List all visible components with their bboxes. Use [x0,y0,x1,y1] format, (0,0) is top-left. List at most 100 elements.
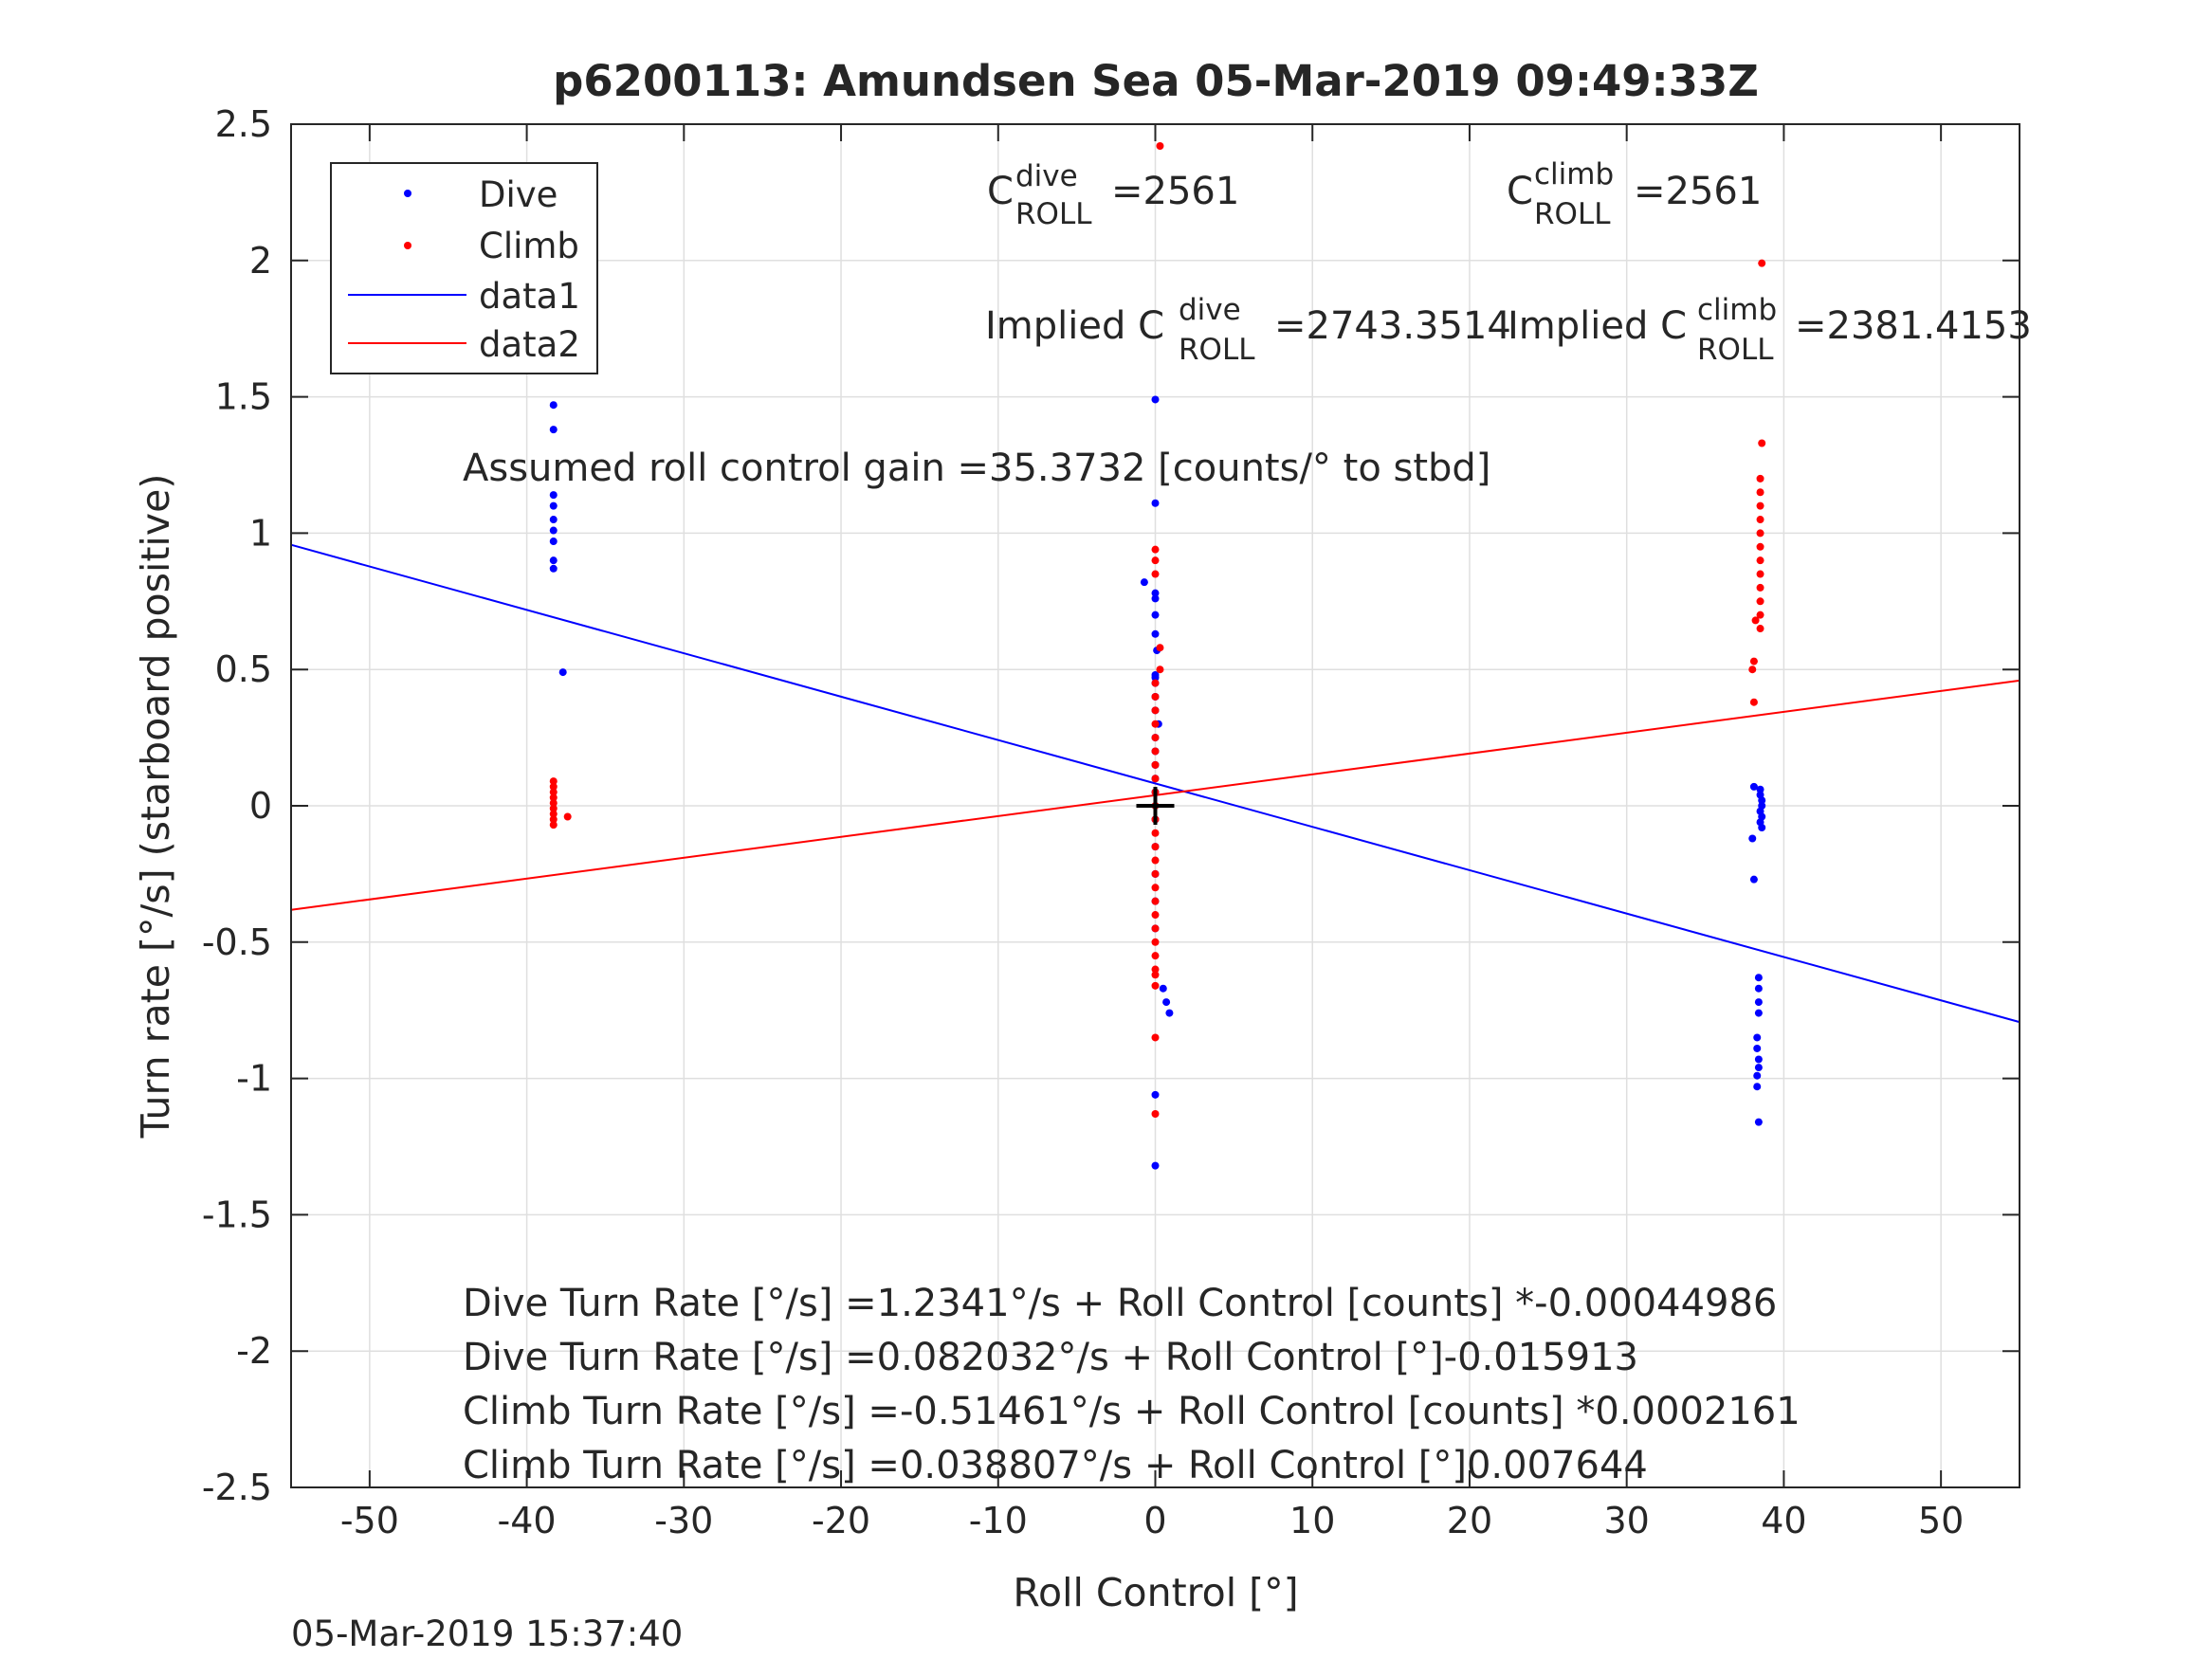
dive-point [1756,785,1764,793]
y-tick-label: -2.5 [202,1467,272,1508]
climb-point [1758,439,1766,447]
implied-c-dive-annotation: Implied C dive ROLL =2743.3514 [985,293,1511,367]
dive-point [549,401,558,410]
chart-title: p6200113: Amundsen Sea 05-Mar-2019 09:49… [553,56,1759,106]
dive-point [1165,1009,1174,1017]
x-tick-label: 10 [1289,1500,1335,1541]
dive-point [1159,984,1167,993]
c-climb-value: =2561 [1634,170,1762,213]
climb-point [1151,952,1160,960]
climb-point [1756,597,1764,606]
x-tick-label: 30 [1604,1500,1650,1541]
implied-climb-sup: climb [1697,293,1777,327]
dive-point [1754,1009,1763,1017]
climb-point [1151,747,1160,756]
implied-c-climb-annotation: Implied C climb ROLL =2381.4153 [1508,293,2032,367]
legend-dive-marker [404,190,411,197]
x-tick-label: -30 [654,1500,713,1541]
climb-point [1151,570,1160,578]
climb-point [1748,665,1757,674]
equation-dive-degrees: Dive Turn Rate [°/s] =0.082032°/s + Roll… [463,1336,1638,1379]
dive-point [1749,875,1758,884]
climb-point [1151,965,1160,974]
dive-point [549,538,558,546]
climb-point [1151,706,1160,715]
dive-point [558,668,567,677]
climb-point [1151,545,1160,554]
climb-point [549,815,558,824]
x-tick-label: 50 [1918,1500,1964,1541]
climb-point [549,804,558,812]
climb-point [1151,829,1160,837]
climb-point [549,810,558,818]
dive-point [549,501,558,510]
climb-point [1756,516,1764,524]
climb-point [1756,583,1764,592]
y-tick-label: 0.5 [215,648,272,690]
y-tick-label: 2 [249,240,272,282]
dive-point [1758,824,1766,832]
climb-point [563,812,572,821]
climb-point [1749,657,1758,665]
dive-point [1754,1118,1763,1126]
dive-point [1140,578,1148,587]
climb-point [1749,698,1758,706]
implied-climb-sub: ROLL [1697,333,1774,367]
gain-annotation: Assumed roll control gain =35.3732 [coun… [463,447,1490,490]
climb-point [1151,734,1160,742]
climb-point [1151,760,1160,769]
dive-point [1151,499,1160,507]
implied-dive-sup: dive [1179,293,1241,327]
y-tick-label: -2 [236,1330,272,1372]
climb-point [1156,665,1164,674]
climb-point [1151,981,1160,990]
dive-point [1151,1161,1160,1170]
climb-point [1756,625,1764,633]
climb-point [1756,570,1764,578]
plot-area [290,142,2020,1170]
c-dive-sub: ROLL [1015,197,1092,231]
c-dive-sup: dive [1015,159,1078,193]
legend-climb-label: Climb [479,226,579,266]
climb-point [1758,259,1766,267]
x-tick-label: -10 [969,1500,1028,1541]
climb-point [1151,971,1160,979]
climb-point [1156,644,1164,652]
climb-point [1756,474,1764,483]
dive-point [549,516,558,524]
dive-point [549,491,558,500]
climb-point [1151,1109,1160,1118]
climb-point [1756,542,1764,551]
implied-climb-value: =2381.4153 [1795,304,2032,348]
x-tick-label: -50 [340,1500,399,1541]
dive-point [1151,594,1160,603]
c-climb-sup: climb [1534,157,1614,191]
c-climb-sub: ROLL [1534,197,1611,231]
dive-point [1151,673,1160,682]
climb-point [549,793,558,802]
fit-line-data1 [290,543,2020,1024]
climb-point [1151,692,1160,701]
c-roll-climb-annotation: C climb ROLL =2561 [1507,157,1762,231]
climb-point [1756,611,1764,619]
dive-point [549,564,558,573]
climb-point [1751,616,1760,625]
climb-point [1756,529,1764,538]
climb-point [1151,679,1160,687]
climb-point [1151,897,1160,905]
x-tick-label: 40 [1761,1500,1806,1541]
dive-point [549,556,558,565]
implied-climb-prefix: Implied C [1508,304,1687,348]
dive-point [1754,984,1763,993]
c-dive-base: C [987,170,1014,213]
timestamp-label: 05-Mar-2019 15:37:40 [291,1613,683,1654]
dive-point [549,526,558,535]
y-tick-label: -1 [236,1058,272,1100]
dive-point [1758,796,1766,805]
climb-point [549,788,558,796]
y-tick-label: 0 [249,785,272,827]
y-tick-label: 2.5 [215,103,272,145]
climb-point [1151,938,1160,946]
y-axis-label: Turn rate [°/s] (starboard positive) [133,474,178,1139]
